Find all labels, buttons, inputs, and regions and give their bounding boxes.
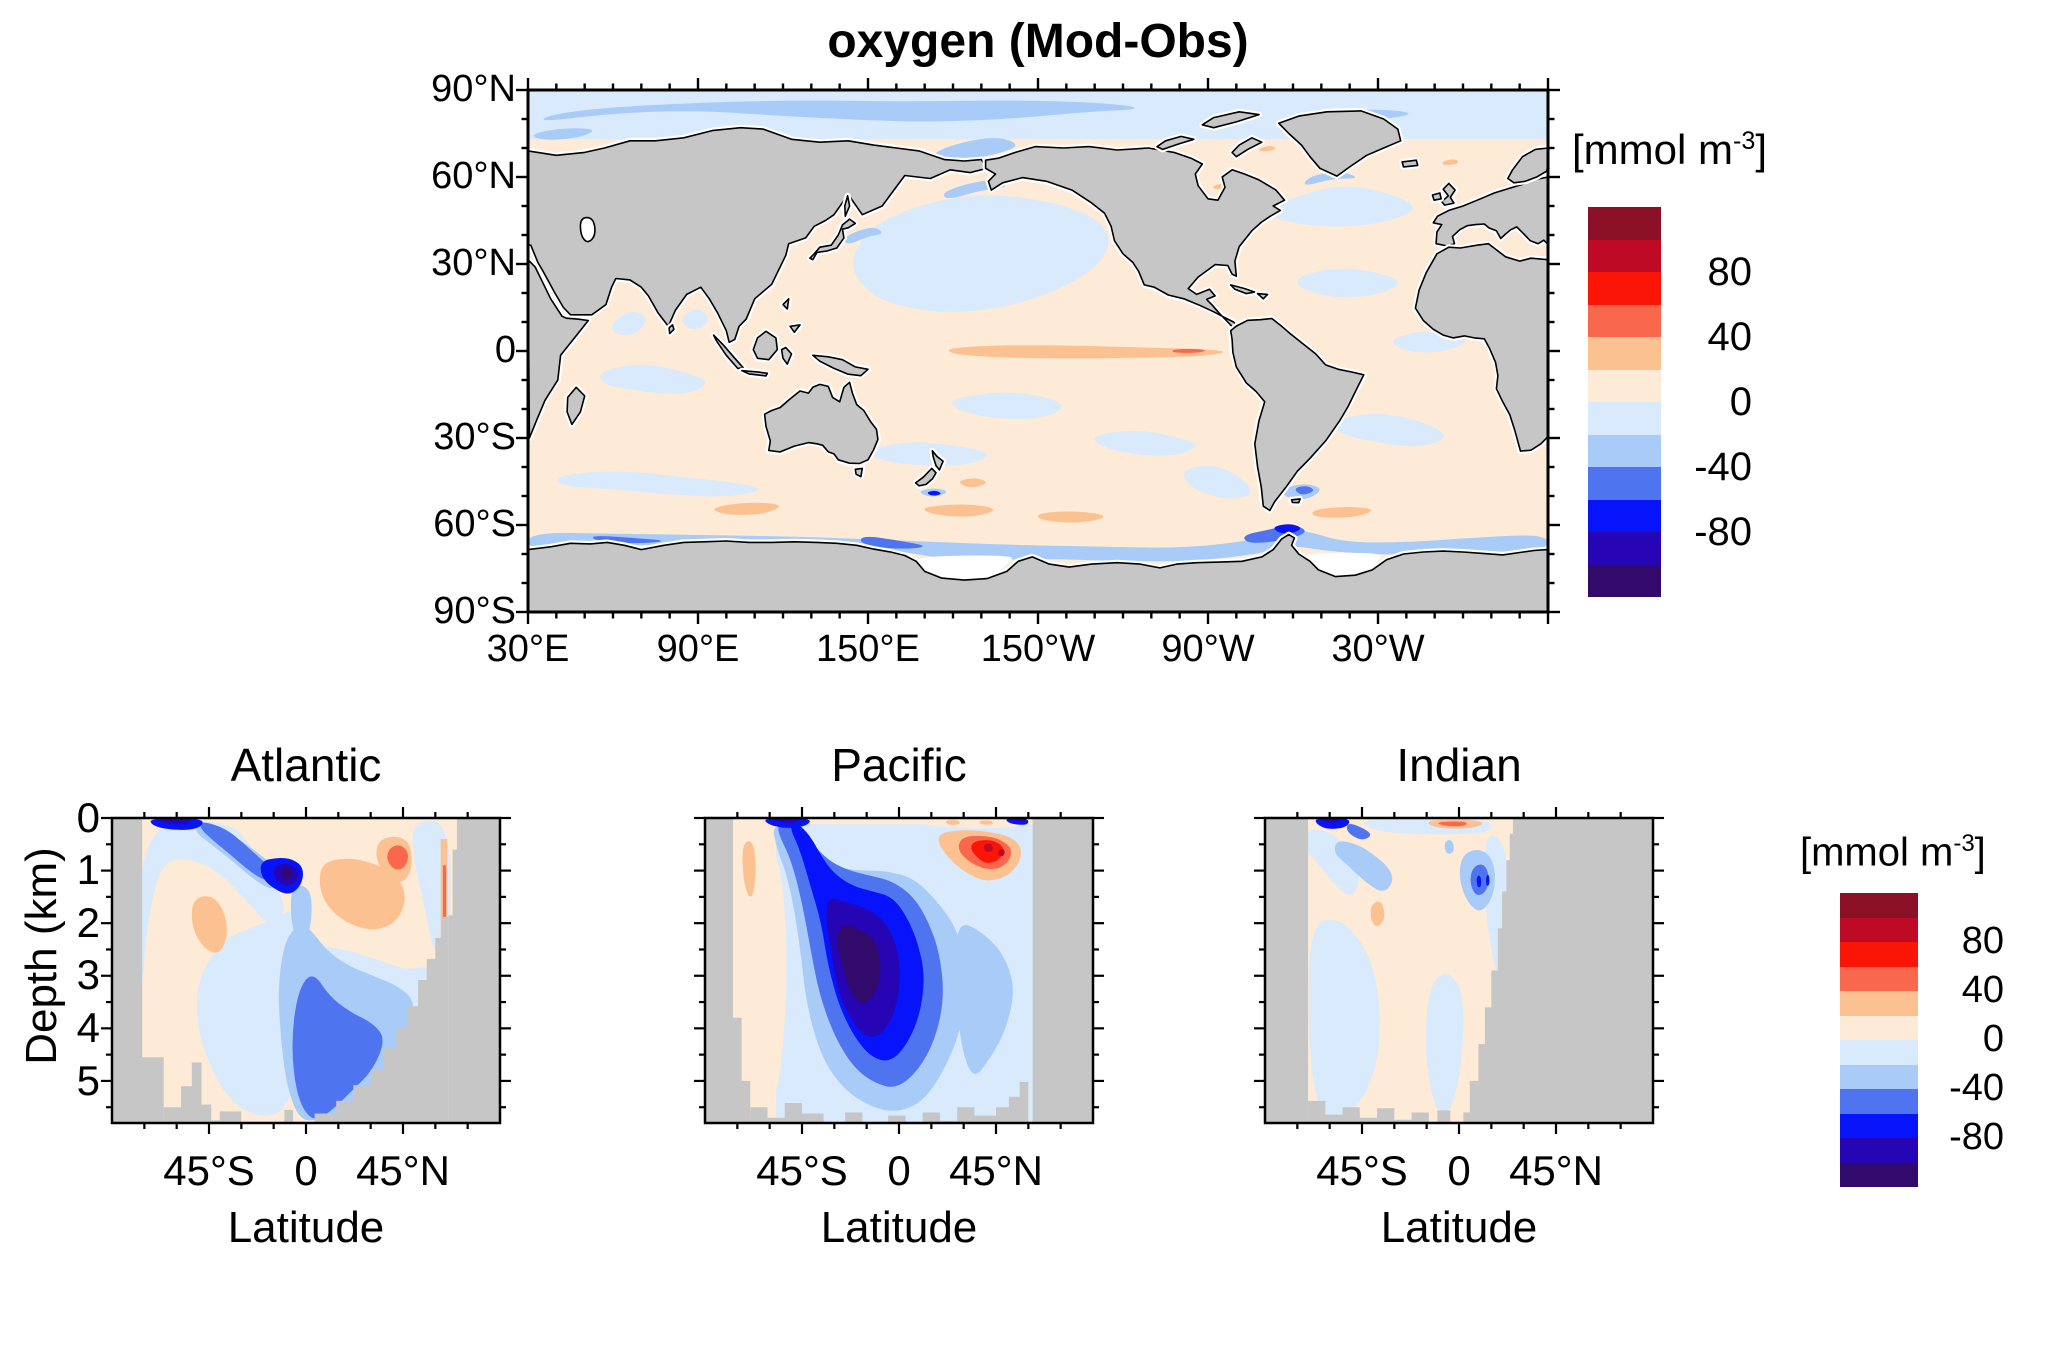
- colorbar-segment: [1840, 1015, 1918, 1040]
- tick-label: 45°N: [356, 1147, 450, 1194]
- tick-label: -40: [1949, 1067, 2004, 1109]
- tick-label: 30°W: [1331, 628, 1425, 670]
- tick-label: 90°N: [431, 68, 516, 110]
- tick-label: 90°E: [656, 628, 740, 670]
- colorbar-segment: [1840, 991, 1918, 1016]
- tick-label: 0: [494, 329, 516, 371]
- colorbar-segment: [1588, 304, 1661, 337]
- colorbar-segment: [1588, 207, 1661, 240]
- colorbar-segment: [1840, 1113, 1918, 1138]
- tick-label: 60°S: [433, 503, 516, 545]
- colorbar-segment: [1588, 467, 1661, 500]
- tick-label: 0: [887, 1147, 911, 1194]
- tick-label: 45°S: [756, 1147, 848, 1194]
- colorbar-segment: [1588, 434, 1661, 467]
- tick-label: 40: [1961, 969, 2004, 1011]
- latitude-axis-label-indian: Latitude: [1380, 1203, 1538, 1252]
- tick-label: 150°E: [816, 628, 920, 670]
- panel-title-pacific: Pacific: [831, 739, 967, 791]
- colorbar-segment: [1588, 337, 1661, 370]
- colorbar-segment: [1840, 1064, 1918, 1089]
- colorbar-segment: [1588, 369, 1661, 402]
- ind-plot: [1254, 807, 1664, 1134]
- tick-label: 40: [1707, 315, 1753, 359]
- colorbar-segment: [1840, 966, 1918, 991]
- tick-label: 30°E: [486, 628, 570, 670]
- map-plot: [516, 78, 1560, 624]
- latitude-axis-label-pacific: Latitude: [820, 1203, 978, 1252]
- colorbar-segment: [1588, 499, 1661, 532]
- latitude-axis-label-atlantic: Latitude: [227, 1203, 385, 1252]
- tick-label: 80: [1707, 250, 1753, 294]
- colorbar: [1840, 893, 1918, 1187]
- tick-label: 2: [76, 899, 100, 946]
- colorbar-segment: [1588, 402, 1661, 435]
- tick-label: 4: [76, 1004, 100, 1051]
- colorbar-segment: [1588, 532, 1661, 565]
- colorbar-segment: [1840, 942, 1918, 967]
- tick-label: 0: [1729, 380, 1752, 424]
- atl-plot: [101, 807, 511, 1134]
- tick-label: 60°N: [431, 155, 516, 197]
- tick-label: 3: [76, 951, 100, 998]
- panel-title-indian: Indian: [1396, 739, 1522, 791]
- tick-label: 1: [76, 846, 100, 893]
- tick-label: 90°W: [1161, 628, 1255, 670]
- tick-label: -80: [1694, 510, 1752, 554]
- pac-plot: [694, 807, 1104, 1134]
- tick-label: 0: [1982, 1018, 2004, 1060]
- tick-label: 30°S: [433, 416, 516, 458]
- colorbar-segment: [1840, 1138, 1918, 1163]
- tick-label: 45°S: [163, 1147, 255, 1194]
- tick-label: 45°N: [949, 1147, 1043, 1194]
- tick-label: 80: [1961, 920, 2004, 962]
- tick-label: 5: [76, 1057, 100, 1104]
- tick-label: 30°N: [431, 242, 516, 284]
- colorbar-segment: [1588, 564, 1661, 597]
- colorbar-segment: [1840, 917, 1918, 942]
- tick-label: 90°S: [433, 590, 516, 632]
- colorbar-segment: [1588, 239, 1661, 272]
- colorbar-segment: [1840, 1089, 1918, 1114]
- tick-label: 45°S: [1316, 1147, 1408, 1194]
- panel-title-atlantic: Atlantic: [230, 739, 382, 791]
- colorbar-segment: [1840, 1162, 1918, 1187]
- figure-title: oxygen (Mod-Obs): [827, 15, 1249, 68]
- tick-label: 150°W: [980, 628, 1096, 670]
- tick-label: 0: [1447, 1147, 1471, 1194]
- tick-label: -80: [1949, 1116, 2004, 1158]
- tick-label: 45°N: [1509, 1147, 1603, 1194]
- colorbar-segment: [1840, 893, 1918, 918]
- colorbar: [1588, 207, 1661, 597]
- colorbar-unit-label: [mmol m-3]: [1572, 126, 1768, 173]
- tick-label: 0: [294, 1147, 318, 1194]
- colorbar-unit-label: [mmol m-3]: [1800, 830, 1986, 875]
- colorbar-segment: [1588, 272, 1661, 305]
- tick-label: 0: [76, 794, 100, 841]
- colorbar-segment: [1840, 1040, 1918, 1065]
- tick-label: -40: [1694, 445, 1752, 489]
